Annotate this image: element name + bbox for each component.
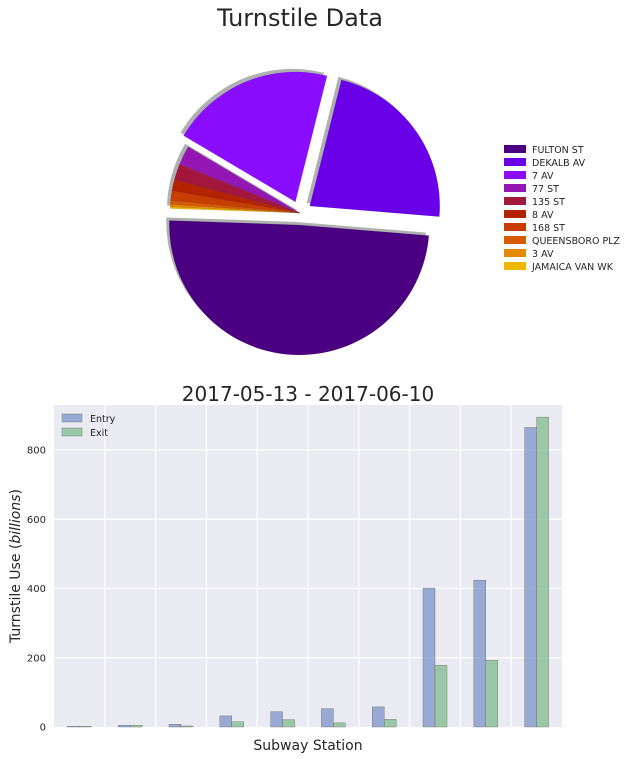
- pie-legend-swatch-dekalb-av: [504, 158, 526, 166]
- bar-bars: [67, 416, 549, 728]
- bar-legend: Entry Exit: [61, 413, 116, 439]
- bar-entry-3: [219, 715, 233, 728]
- pie-legend-label-135-st: 135 ST: [532, 197, 565, 208]
- pie-legend-swatch-77-st: [504, 184, 526, 192]
- bar-title: 2017-05-13 - 2017-06-10: [182, 382, 434, 406]
- pie-legend-label-queensboro-plz: QUEENSBORO PLZ: [532, 236, 621, 247]
- bar-exit-0: [79, 726, 92, 728]
- bar-exit-5: [333, 722, 346, 728]
- bar-legend-swatch-exit: [61, 427, 83, 437]
- bar-entry-1: [117, 725, 131, 728]
- bar-y-tick-label: 200: [27, 653, 46, 664]
- pie-legend-swatch-fulton-st: [504, 145, 526, 153]
- bar-exit-6: [384, 719, 397, 728]
- bar-y-label-prefix: Turnstile Use (: [8, 544, 24, 644]
- bar-entry-4: [270, 711, 283, 728]
- pie-slice-fulton-st: [169, 220, 430, 356]
- bar-y-tick-label: 800: [27, 446, 46, 457]
- bar-entry-6: [372, 706, 385, 728]
- pie-legend-label-fulton-st: FULTON ST: [532, 145, 584, 156]
- bar-entry-7: [422, 587, 436, 728]
- pie-title: Turnstile Data: [216, 4, 383, 32]
- bar-entry-2: [168, 724, 182, 728]
- pie-legend-label-dekalb-av: DEKALB AV: [532, 158, 586, 169]
- bar-exit-2: [180, 725, 194, 728]
- pie-slice-dekalb-av: [309, 79, 440, 217]
- bar-legend-swatch-entry: [61, 413, 83, 423]
- pie-legend-swatch-168-st: [504, 223, 526, 231]
- pie-legend-swatch-queensboro-plz: [504, 236, 526, 244]
- pie-legend-swatch-7-av: [504, 171, 526, 179]
- bar-legend-label-entry: Entry: [90, 414, 116, 425]
- pie-legend-label-168-st: 168 ST: [532, 223, 565, 234]
- pie-legend-swatch-8-av: [504, 210, 526, 218]
- bar-entry-8: [473, 579, 486, 728]
- pie-legend-label-7-av: 7 AV: [532, 171, 554, 182]
- pie-chart: [169, 71, 440, 356]
- bar-x-label: Subway Station: [253, 738, 362, 754]
- bar-exit-7: [434, 665, 448, 728]
- bar-exit-9: [536, 416, 549, 728]
- bar-y-tick-label: 0: [40, 723, 46, 734]
- pie-legend-swatch-3-av: [504, 249, 526, 257]
- pie-legend-swatch-jamaica-van-wk: [504, 262, 526, 270]
- bar-exit-1: [129, 725, 143, 728]
- pie-legend-swatch-135-st: [504, 197, 526, 205]
- pie-legend-label-8-av: 8 AV: [532, 210, 554, 221]
- bar-entry-9: [524, 427, 537, 728]
- bar-y-label-unit: billions: [8, 494, 24, 543]
- bar-exit-8: [485, 659, 498, 728]
- pie-legend-label-3-av: 3 AV: [532, 249, 554, 260]
- bar-y-label: Turnstile Use (billions): [8, 489, 24, 644]
- bar-y-tick-label: 600: [27, 515, 46, 526]
- bar-y-tick-label: 400: [27, 584, 46, 595]
- bar-exit-4: [282, 719, 295, 728]
- pie-slice-jamaica-van-wk: [169, 206, 301, 214]
- pie-legend: FULTON ST DEKALB AV 7 AV 77 ST 135 ST 8 AV 168…: [504, 145, 621, 273]
- bar-exit-3: [231, 721, 245, 728]
- pie-legend-label-jamaica-van-wk: JAMAICA VAN WK: [531, 262, 614, 273]
- bar-y-ticks: 0 200 400 600 800: [27, 446, 46, 734]
- pie-legend-label-77-st: 77 ST: [532, 184, 559, 195]
- bar-y-label-suffix: ): [8, 489, 24, 494]
- pie-slice-7-av: [183, 71, 328, 203]
- bar-legend-label-exit: Exit: [90, 428, 108, 439]
- bar-entry-5: [321, 708, 334, 728]
- bar-entry-0: [67, 726, 80, 728]
